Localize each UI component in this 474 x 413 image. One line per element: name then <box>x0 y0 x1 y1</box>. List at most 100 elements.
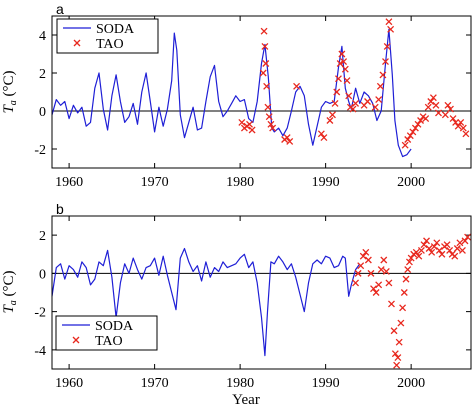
panel-a-x-tick-label: 2000 <box>397 175 425 190</box>
panel-b-tao-point <box>352 279 360 287</box>
panel-b-tao-point <box>446 246 454 254</box>
panel-a-tao-point <box>238 118 246 126</box>
panel-a-legend-soda-label: SODA <box>96 22 135 37</box>
panel-a-tao-point <box>260 27 268 35</box>
panel-b-y-tick-label: -4 <box>34 344 46 359</box>
panel-a-tao-point <box>379 71 387 79</box>
panel-a-legend-box <box>56 18 159 54</box>
panel-a-y-tick-label: -2 <box>34 143 46 158</box>
panel-a-tao-point <box>341 65 349 73</box>
panel-a-tao-point <box>352 99 360 107</box>
panel-a-tao-point <box>422 115 430 123</box>
panel-b-tao-point <box>394 354 402 361</box>
panel-a-tao-point <box>382 58 389 66</box>
panel-b-plot-area: 1960 1970 1980 1990 2000 -4 -2 0 2 <box>34 216 472 391</box>
panel-b-tao-point <box>461 237 469 245</box>
panel-b-tao-point <box>372 289 380 296</box>
panel-a-tao-point <box>293 82 301 90</box>
panel-a-frame <box>51 15 472 169</box>
panel-a-tao-point <box>376 82 384 90</box>
svg-text:Ta (°C): Ta (°C) <box>1 270 19 313</box>
panel-a: a 1960 1970 1980 1990 2000 -2 0 2 4 Ta (°C) SODA… <box>1 1 472 190</box>
panel-b-tao-point <box>380 256 388 264</box>
panel-a-tao-point <box>331 99 339 107</box>
panel-b-tao-point <box>397 319 405 327</box>
panel-a-tao-point <box>317 130 325 138</box>
panel-a-tao-point <box>387 25 395 33</box>
panel-a-tao-point <box>269 124 277 132</box>
panel-b-tao-point <box>438 250 446 258</box>
panel-a-tao-point <box>345 92 353 100</box>
panel-b-legend-soda-label: SODA <box>95 319 134 334</box>
panel-b-tao-point <box>395 338 403 346</box>
panel-b-tao-point <box>423 237 430 245</box>
panel-a-tao-point <box>462 130 470 138</box>
panel-a-x-tick-label: 1990 <box>312 175 340 190</box>
panel-b-legend-tao-label: TAO <box>95 334 123 349</box>
panel-a-tao-point <box>343 77 351 85</box>
panel-a-tao-point <box>329 111 336 119</box>
panel-b-y-tick-label: -2 <box>34 306 46 321</box>
panel-a-tao-point <box>414 120 422 128</box>
panel-a-tao-point <box>334 75 342 83</box>
panel-b-tao-point <box>420 241 428 249</box>
panel-b-legend-tao-swatch <box>72 336 80 344</box>
panel-a-legend-tao-label: TAO <box>96 37 124 52</box>
panel-a-tao-point <box>435 109 442 117</box>
panel-a-tao-point <box>411 124 419 132</box>
panel-a-ylabel-main: T <box>1 104 17 114</box>
panel-a-tao-point <box>432 101 440 109</box>
panel-a-ylabel-unit: (°C) <box>1 70 17 100</box>
panel-b-tao-point <box>393 361 401 369</box>
panel-b-y-tick-label: 2 <box>39 229 46 244</box>
panel-b-x-tick-label: 1970 <box>141 376 169 391</box>
panel-b-ylabel-sub: a <box>8 300 19 305</box>
panel-b-tao-point <box>435 246 443 254</box>
panel-a-x-tick-label: 1960 <box>55 175 83 190</box>
panel-a-tao-point <box>427 98 435 105</box>
panel-b-tao-point <box>402 275 410 283</box>
svg-text:Ta (°C): Ta (°C) <box>1 70 19 113</box>
panel-b-tao-point <box>377 266 385 274</box>
panel-a-tao-point <box>283 134 291 142</box>
panel-b-y-tick-label: 0 <box>39 267 46 282</box>
panel-b-tao-point <box>388 300 395 308</box>
panel-b-y-axis-title: Ta (°C) <box>1 270 19 313</box>
panel-a-tao-point <box>447 105 454 113</box>
panel-a-tao-point <box>248 126 256 134</box>
panel-b-x-tick-label: 1960 <box>55 376 83 391</box>
panel-a-tao-point <box>401 141 409 149</box>
panel-b-tao-point <box>430 243 438 251</box>
panel-a-legend-tao-swatch <box>73 39 81 47</box>
panel-a-tao-point <box>265 113 273 121</box>
panel-a-tao-point <box>336 60 344 67</box>
panel-b-tao-point <box>370 285 377 293</box>
panel-b-tao-point <box>390 327 398 335</box>
panel-b-x-tick-label: 1980 <box>226 376 254 391</box>
panel-b: b 1960 1970 1980 1990 2000 -4 -2 0 2 Ta (°C) SOD… <box>1 201 472 391</box>
panel-a-tao-point <box>383 42 391 50</box>
panel-a-tao-point <box>375 96 383 104</box>
panel-b-tao-point <box>382 268 390 275</box>
panel-b-tao-point <box>400 289 408 296</box>
panel-a-letter: a <box>56 1 64 17</box>
panel-b-tao-point <box>362 248 370 256</box>
panel-a-y-tick-label: 2 <box>39 67 46 82</box>
panel-b-tao-point <box>428 248 436 256</box>
panel-a-tao-point <box>424 103 432 111</box>
panel-b-tao-point <box>458 246 466 254</box>
panel-a-tao-point <box>320 134 328 142</box>
panel-a-soda-series-line <box>51 28 412 158</box>
panel-b-tao-point <box>417 246 425 254</box>
panel-b-tao-point <box>443 241 451 249</box>
panel-b-tao-point <box>404 266 412 274</box>
panel-b-ylabel-unit: (°C) <box>1 270 17 300</box>
panel-b-tao-point <box>415 252 423 260</box>
panel-b-legend-box <box>55 315 158 351</box>
panel-b-frame <box>51 215 472 370</box>
panel-b-ylabel-main: T <box>1 304 17 314</box>
panel-b-tao-point <box>425 245 433 252</box>
panel-b-tao-point <box>456 239 464 247</box>
panel-a-tao-point <box>259 69 267 77</box>
